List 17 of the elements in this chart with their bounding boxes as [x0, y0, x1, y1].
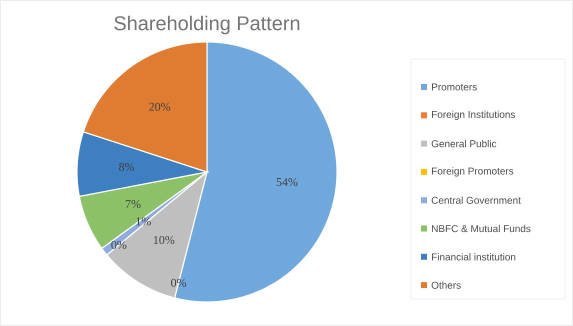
- chart-title: Shareholding Pattern: [114, 16, 300, 34]
- data-label: 54%: [276, 178, 298, 186]
- text: 0%: [171, 278, 186, 287]
- legend-label: General Public: [432, 140, 496, 148]
- data-label: 20%: [149, 102, 170, 111]
- data-label: 7%: [126, 200, 141, 208]
- text: 0%: [111, 240, 126, 249]
- legend-label: Others: [432, 281, 461, 289]
- data-label: 1%: [136, 217, 151, 226]
- legend-label: Financial institution: [432, 253, 516, 260]
- data-label: 10%: [154, 236, 174, 244]
- legend-label: Promoters: [432, 84, 477, 90]
- legend-label: Foreign Institutions: [432, 110, 516, 120]
- legend-label: Central Government: [432, 196, 521, 204]
- legend-label: Foreign Promoters: [432, 167, 514, 177]
- legend-label: NBFC & Mutual Funds: [432, 224, 530, 232]
- data-label: 8%: [119, 162, 134, 171]
